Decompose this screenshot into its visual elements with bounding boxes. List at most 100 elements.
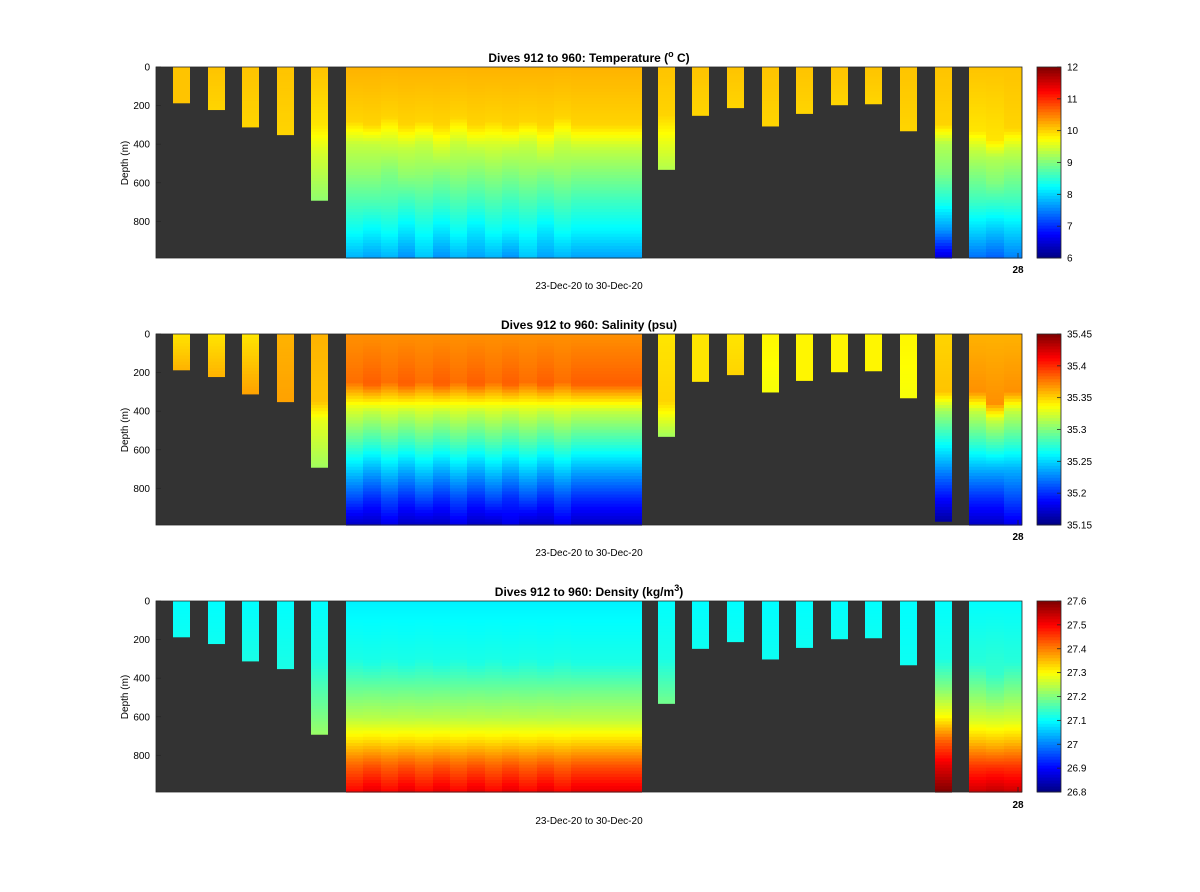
heat-cell [935,355,952,360]
heat-cell [433,337,450,341]
heat-cell [537,224,554,229]
heat-cell [398,116,415,121]
heat-cell [346,374,363,378]
heat-cell [381,631,398,636]
heat-cell [554,386,571,391]
heat-cell [398,743,415,747]
colorbar-swatch [1037,765,1061,769]
heat-cell [1004,122,1022,127]
heat-cell [467,616,485,621]
heat-cell [485,752,502,756]
heat-cell [571,401,642,406]
heat-cell [969,147,986,151]
heat-cell [537,73,554,77]
dive-column [519,601,537,793]
heat-cell [900,371,917,375]
heat-cell [346,656,363,661]
heat-cell [398,696,415,701]
heat-cell [433,94,450,99]
heat-cell [398,767,415,772]
heat-cell [467,684,485,689]
heat-cell [537,212,554,216]
heat-cell [485,488,502,493]
heat-cell [969,457,986,462]
heat-cell [969,119,986,124]
heat-cell [986,392,1004,397]
heat-cell [433,138,450,142]
heat-cell [554,610,571,614]
colorbar-swatch [1037,334,1061,338]
heat-cell [467,491,485,496]
heat-cell [969,625,986,630]
heat-cell [450,445,467,449]
heat-cell [415,718,433,722]
heat-cell [433,141,450,145]
heat-cell [519,141,537,145]
heat-cell [450,442,467,446]
heat-cell [537,668,554,673]
heat-cell [969,88,986,93]
colorbar-tick-label: 27.6 [1067,597,1087,608]
heat-cell [502,641,519,645]
heat-cell [935,479,952,483]
heat-cell [381,88,398,93]
heat-cell [450,758,467,763]
colorbar-swatch [1037,78,1061,83]
heat-cell [208,70,225,74]
dive-column [571,67,642,259]
heat-cell [969,749,986,753]
heat-cell [363,355,381,360]
heat-cell [433,377,450,381]
heat-cell [467,628,485,633]
heat-cell [363,227,381,232]
heat-cell [363,246,381,250]
heat-cell [242,641,259,645]
colorbar-swatch [1037,417,1061,422]
colorbar-tick-label: 9 [1067,158,1073,169]
heat-cell [363,622,381,627]
heat-cell [346,758,363,763]
heat-cell [519,144,537,148]
heat-cell [935,709,952,713]
heat-cell [935,88,952,93]
heat-cell [311,346,328,351]
heat-cell [658,162,675,167]
heat-cell [467,736,485,741]
heat-cell [433,343,450,347]
heat-cell [346,100,363,105]
heat-cell [415,383,433,388]
heat-cell [415,613,433,618]
heat-cell [208,100,225,105]
heat-cell [969,522,986,526]
heat-cell [935,134,952,139]
heat-cell [658,395,675,400]
heat-cell [208,628,225,633]
heat-cell [311,383,328,388]
heat-cell [571,113,642,117]
heat-cell [1004,460,1022,465]
heat-cell [571,736,642,741]
heat-cell [502,349,519,354]
heat-cell [450,715,467,719]
heat-cell [554,334,571,338]
heat-cell [415,150,433,155]
heat-cell [986,672,1004,676]
heat-cell [398,445,415,449]
heat-cell [433,340,450,344]
heat-cell [242,334,259,338]
heat-cell [1004,147,1022,151]
heat-cell [415,770,433,775]
colorbar-swatch [1037,336,1061,341]
dive-column [537,601,554,793]
dive-column [519,334,537,526]
heat-cell [311,650,328,655]
heat-cell [502,513,519,517]
heat-cell [450,361,467,366]
heat-cell [381,466,398,471]
heat-cell [1004,230,1022,235]
colorbar-swatch [1037,381,1061,386]
heat-cell [346,460,363,465]
heat-cell [969,733,986,738]
heat-cell [986,355,1004,360]
heat-cell [571,634,642,639]
